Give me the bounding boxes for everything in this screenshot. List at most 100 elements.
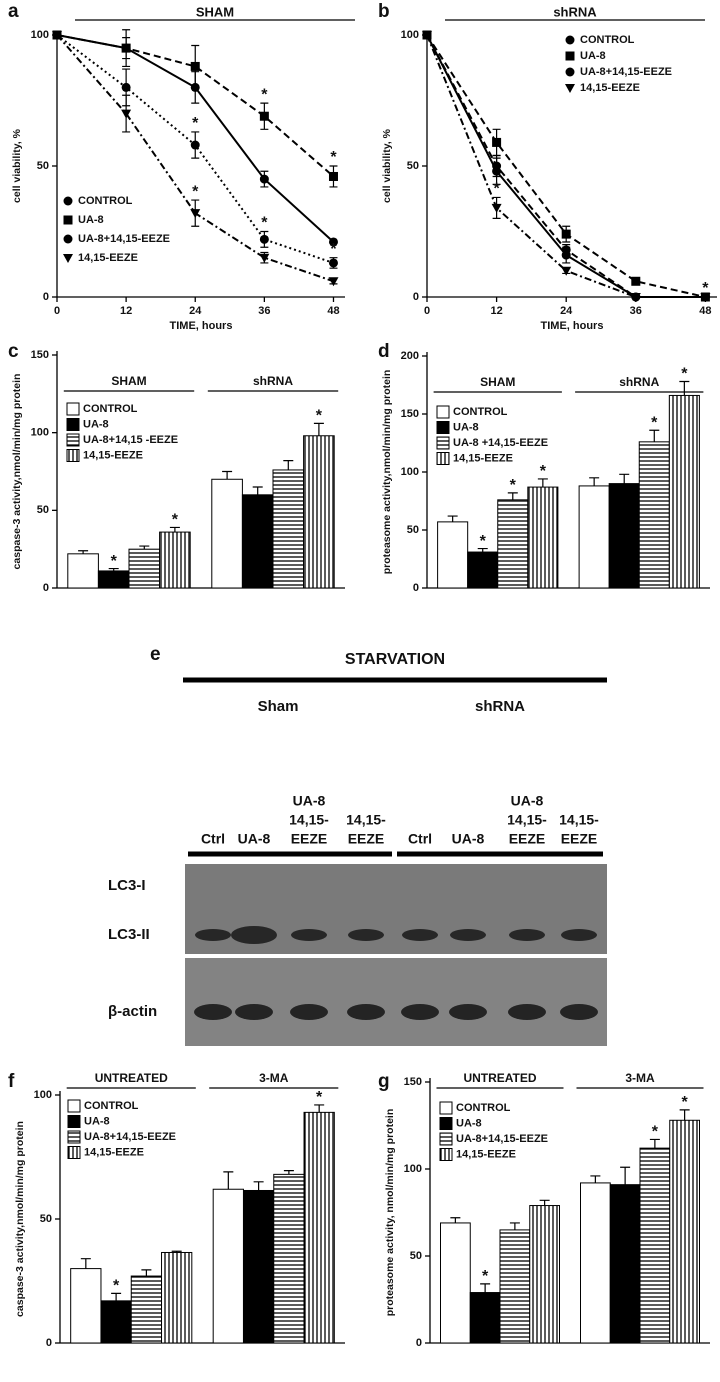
band [231,926,277,944]
significance: * [113,1278,120,1295]
legend-label: CONTROL [84,1100,139,1112]
bar [669,1119,700,1344]
significance: * [261,215,268,232]
band [508,1004,546,1020]
bar [499,1229,531,1344]
y-tick-label: 150 [404,1076,422,1088]
panel-letter: b [378,1,390,22]
panel-letter: a [8,1,19,22]
band [450,929,486,941]
bar [128,548,161,589]
error-bar [141,1269,152,1277]
group-label: 3-MA [259,1071,289,1085]
bar [303,435,335,589]
legend-label: CONTROL [83,403,138,415]
chart-title: shRNA [553,4,597,19]
marker [492,161,502,171]
y-tick-label: 50 [407,160,419,172]
error-bar [480,1283,491,1293]
bar [212,1188,244,1344]
error-bar [111,1292,122,1301]
legend-swatch [436,405,450,419]
legend-marker [63,196,73,206]
bar [668,394,700,589]
legend-swatch [436,452,450,465]
legend-swatch [67,1099,81,1113]
panel-letter: c [8,341,19,362]
lane-label: UA-8 [452,831,485,847]
x-tick-label: 12 [120,305,132,317]
y-tick-label: 50 [37,160,49,172]
bar [130,1275,163,1344]
significance: * [111,553,118,570]
lane-label: UA-8 [511,793,544,809]
bar [273,1173,305,1344]
lane-label: UA-8 [238,831,271,847]
bar [272,469,305,589]
chart-title: SHAM [196,4,234,19]
band [401,1004,439,1020]
bar [580,1182,611,1344]
marker [328,237,338,247]
lane-label: EEZE [509,831,546,847]
error-bar [649,1138,660,1149]
lane-label: EEZE [348,831,385,847]
legend-label: UA-8 [453,421,479,433]
marker [561,266,572,276]
bar [639,1147,671,1344]
lane-label: Ctrl [201,831,225,847]
bar [609,1184,641,1344]
panel-letter: f [8,1071,15,1092]
legend-label: UA-8 [580,50,606,62]
error-bar [450,1217,461,1223]
bar [527,486,559,589]
lane-label: EEZE [291,831,328,847]
bar [211,478,243,589]
legend-label: CONTROL [580,34,635,46]
legend-marker [565,84,575,93]
bar [469,1292,501,1344]
lane-label: Ctrl [408,831,432,847]
error-bar [283,460,294,470]
band [194,1004,232,1020]
x-tick-label: 36 [258,305,270,317]
marker [328,258,338,268]
panel-letter: g [378,1071,390,1092]
significance: * [652,1124,659,1141]
legend-label: 14,15-EEZE [84,1146,144,1158]
bar [578,485,610,589]
legend-marker [565,35,575,45]
y-axis-label: proteasome activity,nmol/min/mg protein [381,370,393,575]
x-tick-label: 12 [490,305,502,317]
marker [561,229,571,239]
marker [328,277,339,287]
legend-swatch [67,1115,81,1128]
y-axis-label: proteasome activity, nmol/min/mg protein [384,1109,396,1317]
group-label: UNTREATED [463,1071,536,1085]
error-bar [139,545,150,550]
panel-letter: d [378,341,390,362]
row-label: LC3-II [108,926,150,943]
series-line [56,34,335,178]
marker [259,111,269,121]
group-label: SHAM [480,375,515,389]
group-label: shRNA [253,374,293,388]
blot-panel [185,958,607,1046]
bar [241,494,274,589]
marker [121,82,131,92]
marker [328,171,338,181]
error-bar [589,477,600,486]
x-tick-label: 36 [630,305,642,317]
error-bar [223,1171,234,1190]
legend-marker [565,67,575,77]
significance: * [192,115,199,132]
marker [491,203,502,213]
y-tick-label: 50 [410,1250,422,1262]
y-tick-label: 100 [31,29,49,41]
legend-label: UA-8 [78,214,104,226]
error-bar [539,1199,550,1206]
marker [700,293,711,302]
legend-swatch [66,433,80,447]
legend-swatch [439,1101,453,1115]
row-label: LC3-I [108,877,146,894]
